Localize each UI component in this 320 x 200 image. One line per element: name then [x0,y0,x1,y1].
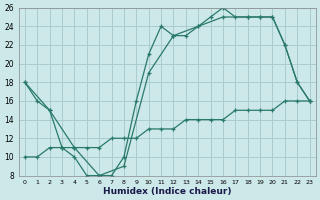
X-axis label: Humidex (Indice chaleur): Humidex (Indice chaleur) [103,187,231,196]
